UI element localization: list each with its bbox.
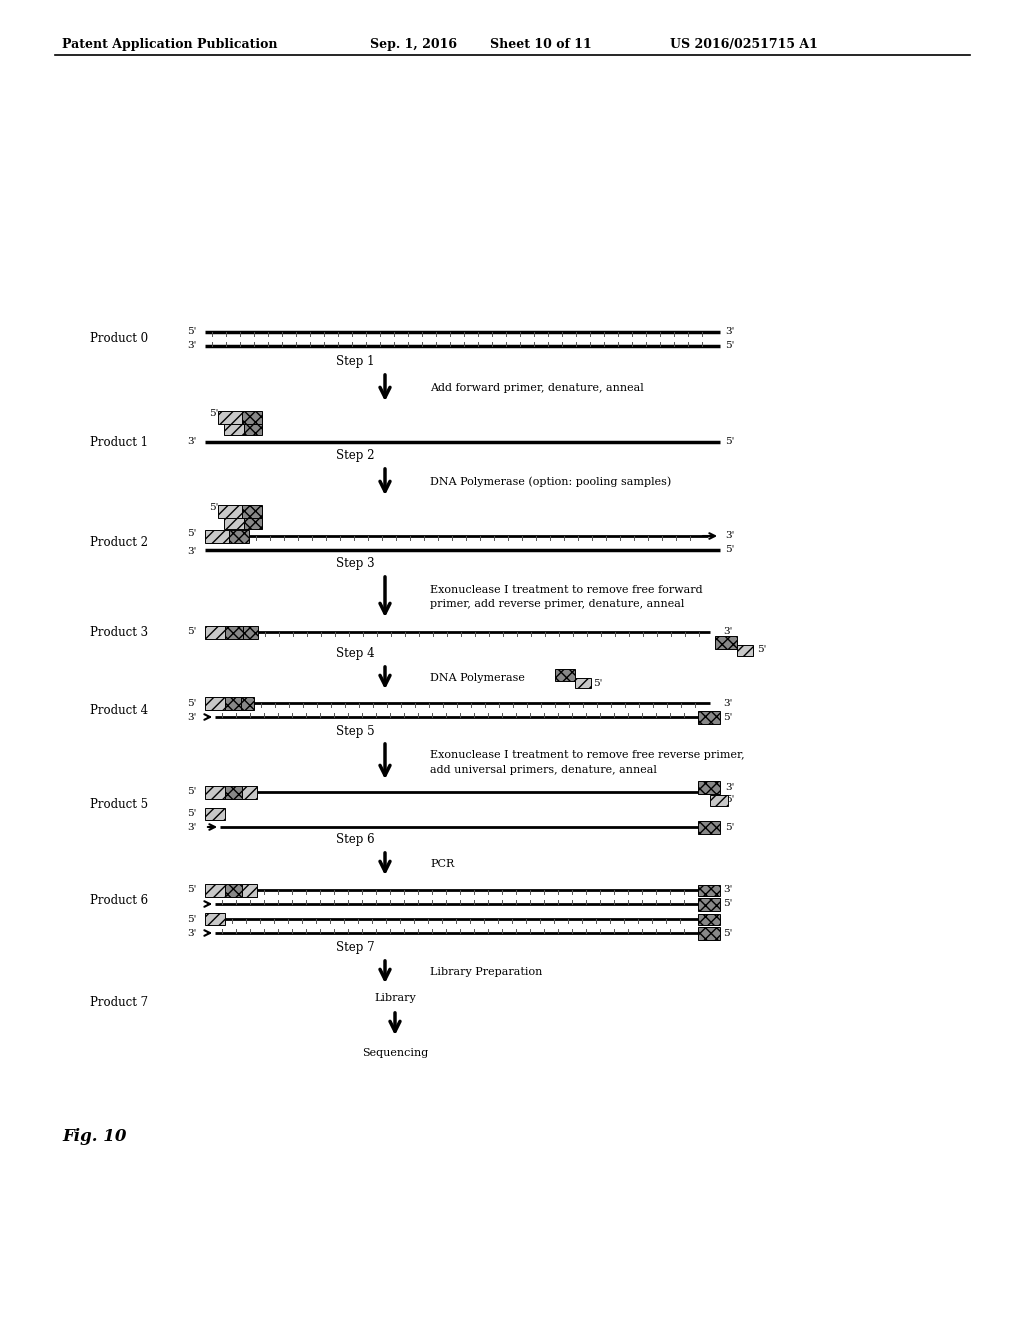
Text: 5': 5' <box>187 809 197 818</box>
Text: Product 3: Product 3 <box>90 626 148 639</box>
Bar <box>224 424 244 434</box>
Bar <box>242 883 257 896</box>
Bar <box>698 710 720 723</box>
Bar <box>555 669 575 681</box>
Text: Product 6: Product 6 <box>90 895 148 908</box>
Bar <box>218 504 242 517</box>
Bar <box>242 411 262 424</box>
Bar <box>710 795 728 805</box>
Text: 5': 5' <box>725 796 734 804</box>
Text: Step 1: Step 1 <box>336 355 374 368</box>
Bar <box>698 884 720 895</box>
Text: primer, add reverse primer, denature, anneal: primer, add reverse primer, denature, an… <box>430 599 684 609</box>
Text: 5': 5' <box>723 928 733 937</box>
Bar <box>737 644 753 656</box>
Text: Sep. 1, 2016: Sep. 1, 2016 <box>370 38 457 51</box>
Bar <box>244 517 262 528</box>
Text: 5': 5' <box>187 327 197 337</box>
Text: Add forward primer, denature, anneal: Add forward primer, denature, anneal <box>430 383 644 393</box>
Bar <box>225 883 242 896</box>
Text: Product 4: Product 4 <box>90 704 148 717</box>
Text: Product 0: Product 0 <box>90 333 148 346</box>
Text: Step 6: Step 6 <box>336 833 375 846</box>
Text: Step 5: Step 5 <box>336 725 375 738</box>
Text: 3': 3' <box>187 342 197 351</box>
Text: Step 2: Step 2 <box>336 450 374 462</box>
Text: 3': 3' <box>725 532 734 540</box>
Bar <box>698 913 720 924</box>
Bar <box>225 626 243 639</box>
Bar <box>205 626 225 639</box>
Text: Library Preparation: Library Preparation <box>430 968 543 977</box>
Text: Product 5: Product 5 <box>90 799 148 812</box>
Bar <box>243 626 258 639</box>
Text: DNA Polymerase (option: pooling samples): DNA Polymerase (option: pooling samples) <box>430 477 672 487</box>
Text: 5': 5' <box>187 788 197 796</box>
Text: Exonuclease I treatment to remove free forward: Exonuclease I treatment to remove free f… <box>430 585 702 595</box>
Bar <box>698 927 720 940</box>
Text: 5': 5' <box>187 698 197 708</box>
Text: 3': 3' <box>725 327 734 337</box>
Text: Exonuclease I treatment to remove free reverse primer,: Exonuclease I treatment to remove free r… <box>430 750 744 760</box>
Text: US 2016/0251715 A1: US 2016/0251715 A1 <box>670 38 818 51</box>
Text: 5': 5' <box>187 627 197 636</box>
Bar <box>698 821 720 833</box>
Bar <box>244 424 262 434</box>
Bar <box>715 635 737 648</box>
Bar <box>229 529 249 543</box>
Text: Step 3: Step 3 <box>336 557 375 570</box>
Text: Library: Library <box>374 993 416 1003</box>
Text: 5': 5' <box>593 678 603 688</box>
Bar <box>225 697 241 710</box>
Text: 5': 5' <box>723 899 733 908</box>
Text: 3': 3' <box>187 548 197 557</box>
Bar <box>242 504 262 517</box>
Text: 3': 3' <box>187 437 197 446</box>
Text: 5': 5' <box>209 408 219 417</box>
Bar <box>241 697 254 710</box>
Text: 5': 5' <box>209 503 219 511</box>
Text: 5': 5' <box>725 545 734 554</box>
Bar <box>575 678 591 688</box>
Text: Product 7: Product 7 <box>90 995 148 1008</box>
Text: Fig. 10: Fig. 10 <box>62 1129 127 1144</box>
Text: PCR: PCR <box>430 859 455 869</box>
Text: 5': 5' <box>725 342 734 351</box>
Text: Step 7: Step 7 <box>336 941 375 954</box>
Bar <box>224 517 244 528</box>
Text: 5': 5' <box>725 437 734 446</box>
Bar <box>218 411 242 424</box>
Bar <box>205 808 225 820</box>
Text: 3': 3' <box>187 713 197 722</box>
Text: 5': 5' <box>758 645 767 655</box>
Bar <box>205 785 225 799</box>
Text: 5': 5' <box>723 713 733 722</box>
Text: 3': 3' <box>187 822 197 832</box>
Bar <box>205 883 225 896</box>
Bar <box>698 780 720 793</box>
Text: 3': 3' <box>723 698 733 708</box>
Text: Patent Application Publication: Patent Application Publication <box>62 38 278 51</box>
Bar <box>242 785 257 799</box>
Bar <box>225 785 242 799</box>
Text: 3': 3' <box>187 928 197 937</box>
Text: Sheet 10 of 11: Sheet 10 of 11 <box>490 38 592 51</box>
Text: DNA Polymerase: DNA Polymerase <box>430 673 525 682</box>
Text: Step 4: Step 4 <box>336 648 375 660</box>
Text: 5': 5' <box>187 915 197 924</box>
Text: 5': 5' <box>725 822 734 832</box>
Bar <box>205 529 229 543</box>
Text: add universal primers, denature, anneal: add universal primers, denature, anneal <box>430 766 656 775</box>
Text: Sequencing: Sequencing <box>361 1048 428 1059</box>
Text: 3': 3' <box>723 627 733 636</box>
Bar <box>205 697 225 710</box>
Text: 5': 5' <box>187 886 197 895</box>
Text: 3': 3' <box>723 886 733 895</box>
Text: 5': 5' <box>187 529 197 539</box>
Text: Product 2: Product 2 <box>90 536 148 549</box>
Text: Product 1: Product 1 <box>90 436 148 449</box>
Bar <box>698 898 720 911</box>
Bar <box>205 913 225 925</box>
Text: 3': 3' <box>725 783 734 792</box>
